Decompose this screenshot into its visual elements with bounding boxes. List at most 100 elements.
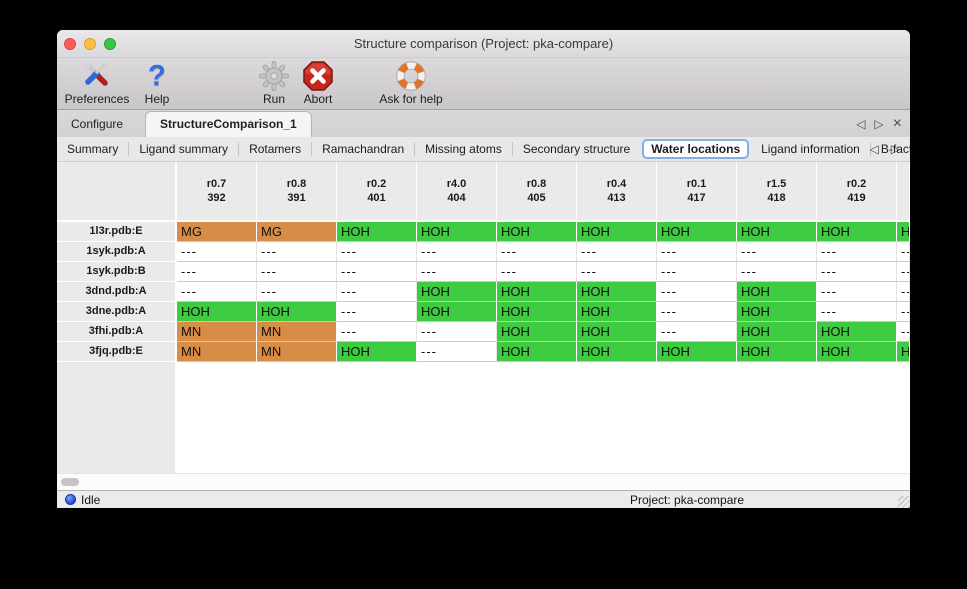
table-cell[interactable]: MN [177,322,257,342]
table-cell[interactable]: HOH [737,342,817,362]
toolbar-button-help[interactable]: ? Help [137,60,177,106]
table-cell[interactable]: --- [417,262,497,282]
column-header[interactable]: r0.8 391 [257,162,337,222]
column-header[interactable]: r0.2 401 [337,162,417,222]
row-header[interactable]: 1syk.pdb:A [57,242,177,262]
toolbar-button-abort[interactable]: Abort [295,60,341,106]
table-cell[interactable]: --- [737,262,817,282]
table-cell[interactable]: HOH [657,342,737,362]
table-cell[interactable]: --- [417,322,497,342]
table-cell[interactable]: HOH [417,302,497,322]
table-cell[interactable]: --- [337,242,417,262]
table-cell[interactable]: HOH [737,322,817,342]
column-header[interactable]: r4.0 404 [417,162,497,222]
table-cell[interactable]: --- [657,242,737,262]
tab-close-icon[interactable]: × [892,114,902,132]
table-cell[interactable]: --- [657,262,737,282]
tab-prev-icon[interactable]: ◁ [856,116,866,131]
table-cell[interactable]: --- [577,262,657,282]
column-header[interactable]: r0.2 419 [817,162,897,222]
subtab-prev-icon[interactable]: ◁ [869,142,879,156]
table-cell[interactable]: --- [817,262,897,282]
table-cell[interactable]: --- [257,282,337,302]
column-header[interactable]: r0.7 392 [177,162,257,222]
column-header[interactable]: r0.4 413 [577,162,657,222]
table-cell[interactable]: --- [577,242,657,262]
table-cell[interactable]: --- [337,262,417,282]
subtab-rotamers[interactable]: Rotamers [249,142,302,156]
tab-configure[interactable]: Configure [71,117,124,131]
table-cell[interactable]: --- [417,342,497,362]
subtab-b-factors[interactable]: B-factors [880,142,910,156]
table-cell[interactable]: HOH [257,302,337,322]
table-cell[interactable]: --- [897,322,910,342]
row-header[interactable]: 3dne.pdb:A [57,302,177,322]
table-cell[interactable]: HOH [737,302,817,322]
table-cell[interactable]: HOH [497,222,577,242]
table-cell[interactable]: HOH [577,282,657,302]
table-cell[interactable]: HOH [577,322,657,342]
row-header[interactable]: 1l3r.pdb:E [57,222,177,242]
table-cell[interactable]: HOH [337,342,417,362]
table-cell[interactable]: HOH [497,282,577,302]
row-header[interactable]: 1syk.pdb:B [57,262,177,282]
subtab-ligand-information[interactable]: Ligand information [761,142,860,156]
table-cell[interactable]: HOH [577,342,657,362]
table-cell[interactable]: --- [817,302,897,322]
table-cell[interactable]: --- [337,302,417,322]
row-header[interactable]: 3dnd.pdb:A [57,282,177,302]
table-cell[interactable]: --- [897,282,910,302]
minimize-window-button[interactable] [84,38,96,50]
row-header[interactable]: 3fhi.pdb:A [57,322,177,342]
column-header[interactable] [897,162,910,222]
table-cell[interactable]: HOH [817,342,897,362]
column-header[interactable]: r0.1 417 [657,162,737,222]
table-cell[interactable]: HOH [817,322,897,342]
table-cell[interactable]: HOH [657,222,737,242]
scrollbar-thumb[interactable] [61,478,79,486]
table-cell[interactable]: --- [337,322,417,342]
table-cell[interactable]: MG [257,222,337,242]
table-cell[interactable]: --- [177,282,257,302]
table-cell[interactable]: --- [497,242,577,262]
table-cell[interactable]: --- [897,242,910,262]
tab-next-icon[interactable]: ▷ [874,116,884,131]
column-header[interactable]: r0.8 405 [497,162,577,222]
subtab-next-icon[interactable]: ▷ [890,142,900,156]
horizontal-scrollbar[interactable] [57,473,910,490]
table-cell[interactable]: HOH [577,222,657,242]
subtab-ramachandran[interactable]: Ramachandran [322,142,405,156]
table-cell[interactable]: --- [417,242,497,262]
table-cell[interactable]: HOH [417,222,497,242]
subtab-summary[interactable]: Summary [67,142,119,156]
table-cell[interactable]: HOH [177,302,257,322]
table-cell[interactable]: HOH [897,222,910,242]
table-cell[interactable]: --- [657,322,737,342]
table-cell[interactable]: MG [177,222,257,242]
table-cell[interactable]: HOH [897,342,910,362]
table-cell[interactable]: HOH [737,222,817,242]
table-cell[interactable]: HOH [497,342,577,362]
table-cell[interactable]: HOH [337,222,417,242]
table-cell[interactable]: --- [257,262,337,282]
table-cell[interactable]: --- [257,242,337,262]
table-cell[interactable]: MN [257,342,337,362]
row-header[interactable]: 3fjq.pdb:E [57,342,177,362]
subtab-ligand-summary[interactable]: Ligand summary [139,142,229,156]
titlebar[interactable]: Structure comparison (Project: pka-compa… [57,30,910,58]
table-cell[interactable]: --- [177,262,257,282]
table-cell[interactable]: --- [657,302,737,322]
resize-grip[interactable] [898,496,910,508]
zoom-window-button[interactable] [104,38,116,50]
table-cell[interactable]: HOH [417,282,497,302]
table-cell[interactable]: HOH [497,302,577,322]
column-header[interactable]: r1.5 418 [737,162,817,222]
table-cell[interactable]: --- [897,262,910,282]
table-cell[interactable]: --- [817,282,897,302]
tab-structurecomparison-1[interactable]: StructureComparison_1 [145,111,312,137]
table-cell[interactable]: --- [817,242,897,262]
toolbar-button-run[interactable]: Run [253,60,295,106]
table-cell[interactable]: --- [337,282,417,302]
table-cell[interactable]: --- [497,262,577,282]
subtab-secondary-structure[interactable]: Secondary structure [522,142,631,156]
